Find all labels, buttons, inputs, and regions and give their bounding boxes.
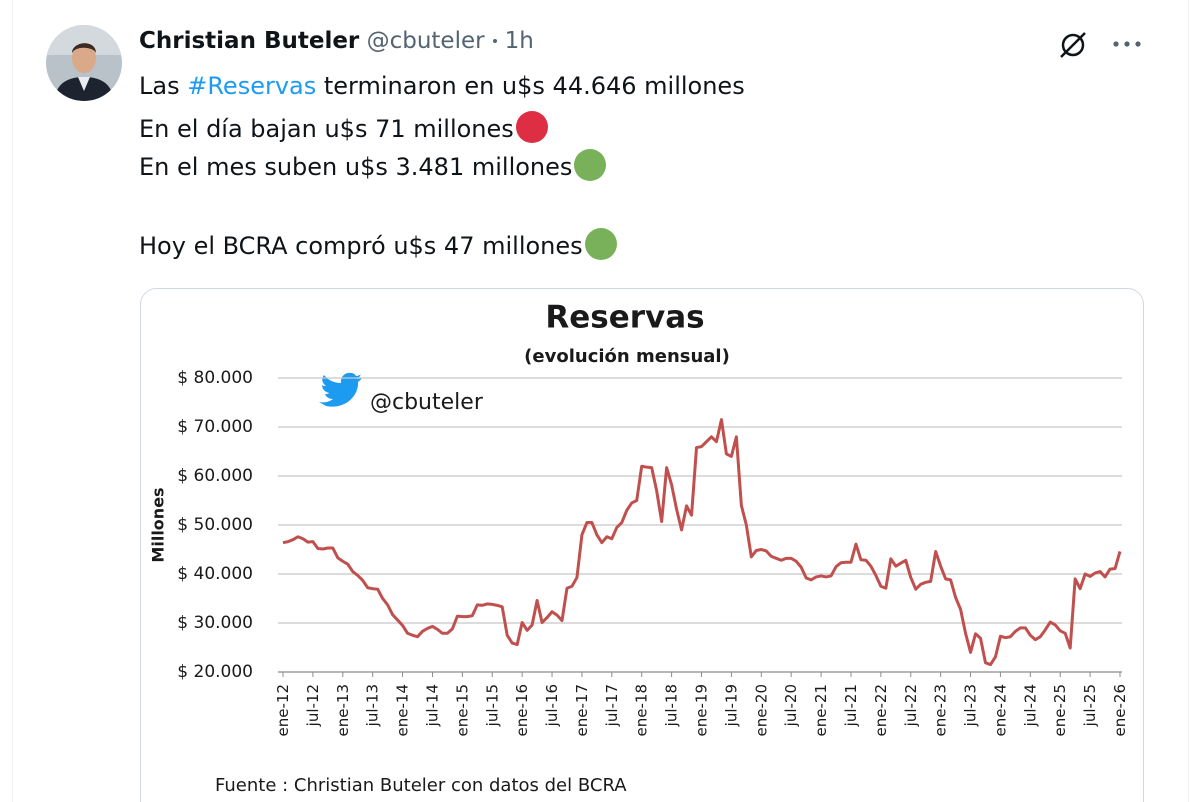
y-tick-label: $ 80.000 [177, 368, 253, 388]
x-tick-label: ene-20 [752, 684, 770, 736]
x-tick-label: ene-14 [394, 684, 412, 736]
tweet-text: En el mes suben u$s 3.481 millones [139, 149, 607, 181]
y-axis-label: Millones [149, 487, 168, 562]
text: En el mes suben u$s 3.481 millones [139, 153, 573, 181]
y-tick-label: $ 50.000 [177, 515, 253, 535]
watermark: @cbuteler [370, 390, 484, 415]
y-tick-label: $ 60.000 [177, 466, 253, 486]
green-circle-emoji [574, 149, 607, 181]
text: Hoy el BCRA compró u$s 47 millones [139, 232, 583, 260]
tweet-text: Las #Reservas terminaron en u$s 44.646 m… [139, 72, 745, 100]
x-tick-label: ene-19 [693, 684, 711, 736]
x-tick-label: jul-12 [304, 684, 322, 727]
hashtag[interactable]: #Reservas [187, 72, 317, 100]
x-tick-label: jul-20 [782, 684, 800, 727]
y-tick-label: $ 20.000 [177, 662, 253, 682]
x-tick-label: jul-15 [483, 684, 501, 727]
x-tick-label: jul-18 [663, 684, 681, 727]
divider [12, 0, 13, 802]
x-tick-label: ene-13 [334, 684, 352, 736]
more-button[interactable] [1112, 36, 1142, 52]
text: terminaron en u$s 44.646 millones [316, 72, 745, 100]
x-tick-label: jul-25 [1081, 684, 1099, 727]
x-tick-label: ene-21 [812, 684, 830, 736]
x-tick-label: ene-17 [573, 684, 591, 736]
x-tick-label: jul-17 [603, 684, 621, 727]
divider [1188, 0, 1189, 802]
y-tick-label: $ 30.000 [177, 613, 253, 633]
x-tick-label: jul-23 [962, 684, 980, 727]
tweet-text: Hoy el BCRA compró u$s 47 millones [139, 228, 617, 260]
x-tick-label: ene-22 [872, 684, 890, 736]
x-tick-label: ene-15 [453, 684, 471, 736]
author-handle[interactable]: @cbuteler [366, 28, 485, 54]
x-tick-label: jul-16 [543, 684, 561, 727]
x-tick-label: ene-18 [633, 684, 651, 736]
chart-title: Reservas [545, 300, 704, 336]
text: En el día bajan u$s 71 millones [139, 115, 514, 143]
tweet-header: Christian Buteler @cbuteler 1h [139, 28, 534, 54]
timestamp[interactable]: 1h [504, 28, 534, 54]
x-tick-label: ene-24 [991, 684, 1009, 736]
tweet-text: En el día bajan u$s 71 millones [139, 111, 548, 143]
media-card[interactable] [140, 288, 1144, 802]
x-tick-label: jul-14 [423, 684, 441, 727]
y-tick-label: $ 40.000 [177, 564, 253, 584]
separator [492, 39, 497, 43]
red-circle-emoji [515, 111, 548, 143]
x-tick-label: jul-24 [1021, 684, 1039, 727]
source-note: Fuente : Christian Buteler con datos del… [215, 775, 627, 796]
avatar[interactable] [46, 25, 122, 101]
x-tick-label: jul-19 [722, 684, 740, 727]
x-tick-label: jul-21 [842, 684, 860, 727]
x-tick-label: ene-25 [1051, 684, 1069, 736]
green-circle-emoji [584, 228, 617, 260]
y-tick-label: $ 70.000 [177, 417, 253, 437]
x-tick-label: jul-13 [364, 684, 382, 727]
data-line [282, 418, 1122, 667]
x-tick-label: ene-16 [513, 684, 531, 736]
x-tick-label: ene-12 [274, 684, 292, 736]
x-tick-label: ene-23 [932, 684, 950, 736]
text: Las [139, 72, 188, 100]
chart-subtitle: (evolución mensual) [524, 346, 730, 367]
twitter-logo [319, 372, 362, 407]
x-tick-label: jul-22 [902, 684, 920, 727]
x-tick-label: ene-26 [1111, 684, 1129, 736]
author-name[interactable]: Christian Buteler [139, 28, 360, 54]
grok-button[interactable] [1056, 28, 1090, 62]
